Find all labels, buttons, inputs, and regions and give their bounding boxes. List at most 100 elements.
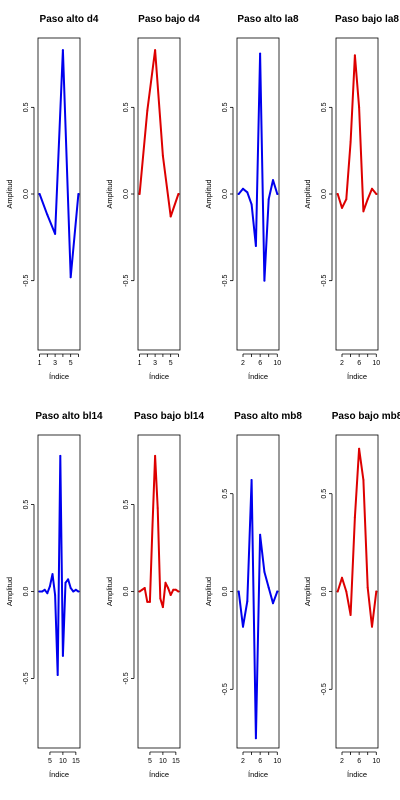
panel-title: Paso bajo la8 (335, 14, 399, 25)
x-tick-label: 10 (372, 758, 380, 765)
x-tick-label: 6 (357, 360, 361, 367)
panel-6: Paso bajo bl14 -0.5 0.0 0.5 Amplitud 5 10 15Índ… (105, 411, 204, 779)
data-point (164, 581, 167, 584)
x-tick-label: 6 (258, 360, 262, 367)
x-axis-label: Índice (49, 372, 69, 381)
panel-8: Paso bajo mb8 -0.5 0.0 0.5 Amplitud 2 6 10 Índic… (303, 411, 400, 779)
data-point (61, 49, 64, 52)
data-point (72, 590, 75, 593)
data-point (77, 193, 80, 195)
y-tick-label: 0.0 (123, 587, 130, 597)
x-axis-label: Índice (248, 372, 268, 381)
data-point (345, 198, 348, 201)
plot-frame (236, 434, 280, 749)
panel-title: Paso alto bl14 (35, 411, 103, 422)
series-line (38, 454, 80, 676)
data-point (263, 570, 266, 573)
y-tick-label: 0.0 (23, 189, 30, 199)
data-point (143, 587, 146, 590)
x-tick-label: 5 (169, 360, 173, 367)
plot-frame (37, 37, 81, 351)
data-point (43, 588, 46, 591)
x-tick-label: 10 (59, 758, 67, 765)
data-point (237, 590, 240, 593)
y-axis-label: Amplitud (204, 577, 213, 606)
plot-frame (335, 434, 379, 749)
x-axis-label: Índice (347, 372, 367, 381)
data-point (250, 478, 253, 481)
y-tick-label: -0.5 (222, 683, 229, 695)
data-point (371, 187, 373, 190)
data-point (349, 141, 352, 143)
x-tick-label: 10 (273, 360, 281, 367)
data-point (362, 478, 365, 481)
panel-3: Paso alto la8 -0.5 0.0 0.5 Amplitud 2 6 10 Índic… (204, 14, 299, 381)
y-tick-label: 0.5 (123, 500, 130, 510)
data-point (242, 625, 244, 628)
y-axis-label: Amplitud (204, 179, 213, 208)
y-tick-label: -0.5 (321, 275, 328, 287)
data-point (154, 49, 157, 52)
data-point (366, 586, 369, 589)
y-tick-label: 0.5 (321, 489, 328, 499)
data-point (169, 215, 172, 218)
data-point (156, 507, 159, 510)
data-point (259, 52, 262, 55)
data-point (151, 524, 154, 527)
data-point (237, 193, 240, 195)
y-axis-label: Amplitud (5, 577, 14, 606)
data-point (358, 447, 361, 450)
data-point (141, 588, 144, 591)
x-tick-label: 2 (340, 758, 344, 765)
data-point (38, 590, 41, 593)
x-tick-label: 10 (372, 360, 380, 367)
data-point (276, 590, 279, 593)
data-point (161, 154, 164, 157)
x-tick-label: 5 (148, 758, 152, 765)
data-point (38, 193, 41, 195)
data-point (77, 590, 80, 593)
data-point (375, 590, 378, 593)
x-axis-label: Índice (149, 770, 169, 779)
data-point (254, 737, 257, 740)
data-point (371, 625, 373, 628)
x-tick-label: 15 (72, 758, 80, 765)
panel-title: Paso alto la8 (237, 14, 299, 25)
series-line (138, 454, 180, 609)
x-tick-label: 1 (38, 360, 42, 367)
x-axis-label: Índice (347, 770, 367, 779)
data-point (54, 593, 57, 596)
y-axis-label: Amplitud (105, 577, 114, 606)
x-tick-label: 10 (159, 758, 167, 765)
x-axis-label: Índice (149, 372, 169, 381)
y-tick-label: -0.5 (23, 275, 30, 287)
data-point (172, 588, 175, 591)
panel-5: Paso alto bl14 -0.5 0.0 0.5 Amplitud 5 10 15Índ… (5, 411, 103, 779)
x-tick-label: 5 (48, 758, 52, 765)
y-tick-label: 0.5 (23, 500, 30, 510)
panel-title: Paso bajo d4 (138, 14, 200, 25)
data-point (177, 590, 180, 593)
data-point (74, 588, 77, 591)
data-point (69, 587, 72, 590)
data-point (353, 54, 356, 57)
y-tick-label: -0.5 (321, 683, 328, 695)
data-point (349, 613, 352, 616)
data-point (263, 279, 266, 282)
x-axis-label: Índice (248, 770, 268, 779)
data-point (177, 193, 180, 195)
data-point (154, 454, 157, 457)
y-axis-label: Amplitud (303, 179, 312, 208)
data-point (174, 588, 177, 591)
y-tick-label: 0.0 (23, 587, 30, 597)
data-point (358, 106, 361, 109)
series-line (38, 49, 80, 279)
x-tick-label: 2 (340, 360, 344, 367)
data-point (341, 206, 343, 209)
data-point (345, 590, 348, 593)
data-point (69, 276, 72, 279)
series-line (138, 49, 180, 218)
